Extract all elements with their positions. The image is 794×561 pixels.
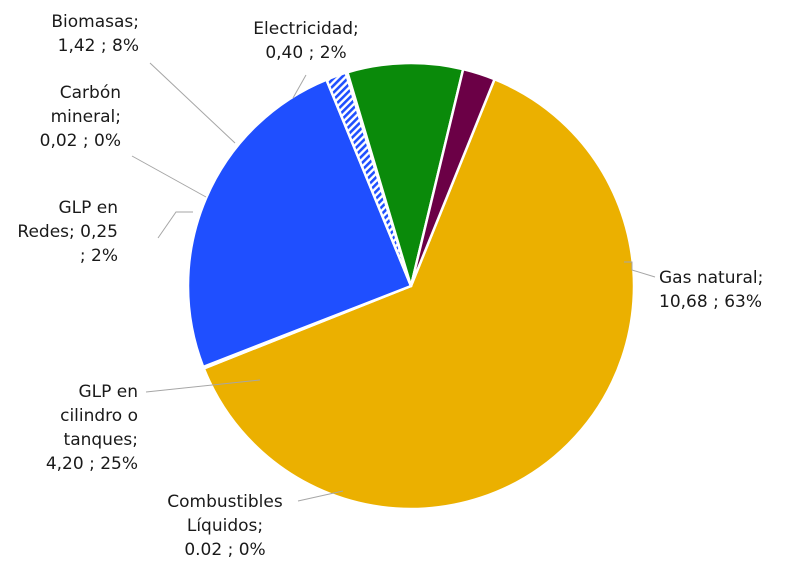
data-label-line: 0.02 ; 0% (184, 540, 265, 560)
data-label-line: Gas natural; (659, 268, 763, 288)
leader-line (292, 74, 307, 99)
data-label-line: cilindro o (60, 406, 138, 426)
leader-line (157, 211, 193, 239)
data-label-line: tanques; (64, 430, 138, 450)
data-label-line: GLP en (58, 198, 118, 218)
leader-line (131, 155, 207, 198)
data-label-line: mineral; (51, 107, 121, 127)
leader-line (624, 261, 656, 278)
data-label-line: 4,20 ; 25% (46, 454, 138, 474)
data-label: GLP en Redes; 0,25 ; 2% (17, 198, 118, 266)
leader-lines (131, 62, 656, 502)
leader-line (145, 379, 261, 393)
pie-slice-biomasas (346, 61, 465, 288)
data-label-line: Combustibles (167, 492, 283, 512)
data-label-line: 0,40 ; 2% (265, 43, 346, 63)
data-label: Carbón mineral; 0,02 ; 0% (40, 83, 121, 151)
data-label: Biomasas; 1,42 ; 8% (51, 12, 139, 56)
data-label-line: 1,42 ; 8% (58, 36, 139, 56)
data-label-line: Redes; 0,25 (17, 222, 118, 242)
data-label-line: Carbón (60, 83, 121, 103)
data-label: Electricidad; 0,40 ; 2% (253, 19, 358, 63)
data-label-line: GLP en (78, 382, 138, 402)
data-label-line: Electricidad; (253, 19, 358, 39)
data-labels: Gas natural; 10,68 ; 63% Combustibles Líqui… (17, 12, 763, 560)
data-label-line: Biomasas; (51, 12, 139, 32)
data-label-line: Líquidos; (187, 516, 263, 536)
data-label-line: ; 2% (80, 246, 118, 266)
leader-line (149, 62, 236, 144)
pie-slices (186, 61, 636, 511)
pie-slice-electricidad (409, 67, 496, 288)
data-label: Gas natural; 10,68 ; 63% (659, 268, 763, 312)
pie-slice-gas-natural (202, 77, 636, 511)
data-label: Combustibles Líquidos; 0.02 ; 0% (167, 492, 283, 560)
data-label-line: 0,02 ; 0% (40, 131, 121, 151)
data-label-line: 10,68 ; 63% (659, 292, 762, 312)
leader-line (297, 490, 344, 502)
data-label: GLP en cilindro o tanques; 4,20 ; 25% (46, 382, 138, 474)
